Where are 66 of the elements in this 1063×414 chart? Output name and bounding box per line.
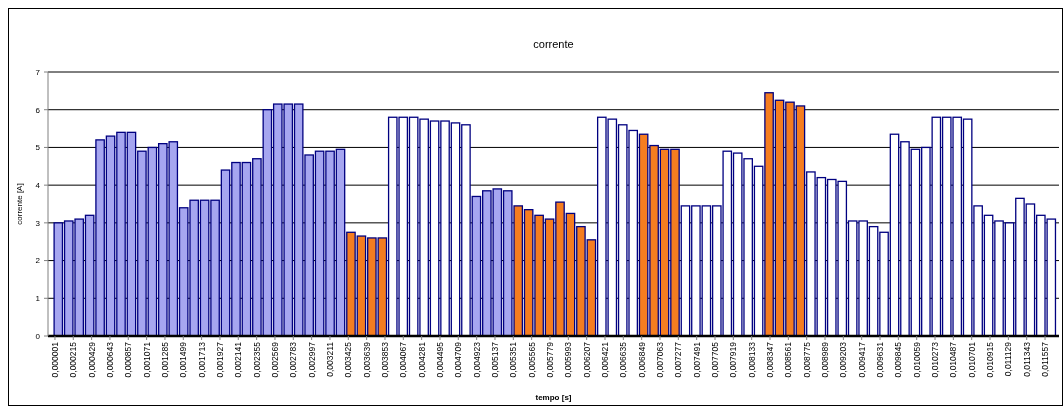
x-tick-label: 0,003853: [379, 341, 390, 378]
x-tick-label: 0,009845: [893, 341, 904, 378]
x-tick-label: 0,000857: [123, 341, 134, 378]
x-tick-label: 0,000215: [68, 341, 79, 378]
x-tick-label: 0,001285: [159, 341, 170, 378]
y-tick-label: 0: [35, 331, 41, 341]
x-tick-label: 0,007491: [691, 341, 702, 378]
x-tick-label: 0,009203: [838, 341, 849, 378]
x-tick-label: 0,001499: [178, 341, 189, 378]
x-tick-label: 0,004923: [471, 341, 482, 378]
x-tick-label: 0,001713: [196, 341, 207, 378]
x-tick-label: 0,005779: [544, 341, 555, 378]
x-tick-label: 0,007277: [673, 341, 684, 378]
x-tick-label: 0,005351: [508, 341, 519, 378]
y-tick-label: 4: [35, 180, 41, 190]
x-tick-label: 0,007919: [728, 341, 739, 378]
x-tick-label: 0,010915: [985, 341, 995, 378]
y-tick-label: 7: [35, 67, 41, 77]
x-tick-label: 0,008561: [783, 341, 794, 378]
y-tick-label: 3: [35, 218, 41, 228]
x-tick-label: 0,000001: [49, 341, 60, 378]
y-tick-label: 1: [35, 294, 41, 304]
y-axis-title: corrente [A]: [15, 183, 24, 225]
x-tick-label: 0,004281: [416, 341, 427, 378]
x-tick-label: 0,009631: [874, 341, 885, 378]
x-tick-label: 0,003639: [361, 341, 372, 378]
x-tick-label: 0,000643: [104, 341, 115, 378]
x-axis-title: tempo [s]: [535, 393, 572, 402]
x-tick-label: 0,003425: [343, 341, 354, 378]
x-tick-label: 0,006421: [599, 341, 610, 378]
x-tick-label: 0,005137: [489, 341, 500, 378]
x-tick-label: 0,002141: [233, 341, 244, 378]
x-tick-label: 0,008775: [801, 341, 812, 378]
x-tick-label: 0,000429: [86, 341, 97, 378]
x-tick-label: 0,007705: [709, 341, 720, 378]
x-tick-label: 0,001927: [214, 341, 225, 378]
x-tick-label: 0,001071: [141, 341, 152, 378]
x-tick-label: 0,006207: [581, 341, 592, 378]
x-tick-label: 0,005565: [526, 341, 537, 378]
y-tick-label: 5: [35, 143, 41, 153]
x-tick-label: 0,009417: [856, 341, 867, 378]
x-tick-label: 0,008347: [764, 341, 775, 378]
x-tick-label: 0,002355: [251, 341, 262, 378]
x-tick-label: 0,010273: [930, 341, 940, 378]
x-tick-label: 0,011343: [1021, 341, 1032, 377]
x-tick-label: 0,005993: [563, 341, 574, 378]
x-tick-label: 0,008989: [819, 341, 830, 378]
x-tick-label: 0,003211: [324, 341, 335, 377]
y-tick-label: 2: [35, 256, 41, 266]
x-tick-label: 0,007063: [654, 341, 665, 378]
x-tick-label: 0,008133: [746, 341, 757, 378]
x-tick-label: 0,006635: [618, 341, 629, 378]
chart-title: corrente: [533, 38, 574, 50]
x-tick-label: 0,011557: [1040, 341, 1051, 377]
y-tick-label: 6: [35, 105, 41, 115]
x-tick-label: 0,002569: [269, 341, 280, 378]
x-tick-label: 0,010059: [911, 341, 922, 378]
x-tick-label: 0,004709: [453, 341, 464, 378]
x-tick-label: 0,004067: [398, 341, 409, 378]
x-tick-label: 0,010701: [966, 341, 977, 378]
x-tick-label: 0,010487: [948, 341, 959, 378]
x-tick-label: 0,002997: [306, 341, 317, 378]
x-tick-label: 0,002783: [288, 341, 299, 378]
x-tick-label: 0,011129: [1003, 341, 1014, 377]
x-tick-label: 0,004495: [434, 341, 445, 378]
x-tick-label: 0,006849: [636, 341, 647, 378]
